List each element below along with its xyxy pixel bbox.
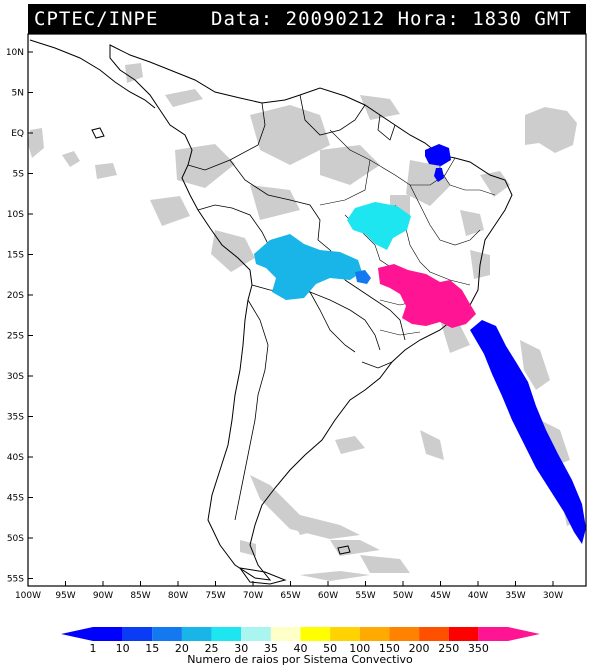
legend-swatch [389,627,420,641]
legend-swatch [270,627,301,641]
lat-label: 10S [7,210,24,220]
south-america-coast [109,44,513,581]
lon-label: 70W [243,591,263,601]
legend-level-label: 40 [294,642,308,655]
lat-label: 40S [7,453,24,463]
lon-label: 75W [205,591,225,601]
legend-swatch [122,627,153,641]
legend-swatch [330,627,360,641]
lat-label: 50S [7,534,24,544]
legend-swatch [241,627,271,641]
lon-label: 40W [468,591,488,601]
legend-swatch [478,627,508,641]
legend-level-label: 150 [379,642,400,655]
legend-swatch [359,627,390,641]
lon-label: 80W [168,591,188,601]
system-southeast-brazil [378,264,476,328]
lon-label: 55W [355,591,375,601]
lat-label: 30S [7,372,24,382]
lon-label: 35W [505,591,525,601]
continent-outline [29,39,513,585]
lat-label: 45S [7,494,24,504]
longitude-axis: 100W 95W 90W 85W 80W 75W 70W 65W 60W 55W 50W 45W 40W… [15,581,563,601]
lat-label: 35S [7,413,24,423]
lon-label: 90W [93,591,113,601]
lat-label: 5S [13,170,25,180]
lat-label: 20S [7,291,24,301]
map-header: CPTEC/INPE Data: 20090212 Hora: 1830 GMT [28,4,586,34]
lon-label: 65W [280,591,300,601]
tierra-del-fuego [238,567,287,585]
system-para-maranhao [425,144,451,182]
color-legend: 1 10 15 20 25 30 35 40 50 100 150 200 250 350 [61,627,540,655]
central-america [29,39,156,109]
legend-level-label: 15 [145,642,159,655]
header-datetime: Data: 20090212 Hora: 1830 GMT [211,8,572,30]
lon-label: 45W [430,591,450,601]
lat-label: 15S [7,251,24,261]
map-frame [27,33,587,587]
legend-swatch [211,627,242,641]
lon-label: 85W [130,591,150,601]
lat-label: 5N [12,89,24,99]
legend-arrow-right [508,627,540,641]
lat-label: 10N [6,48,24,58]
legend-level-label: 20 [175,642,189,655]
lon-label: 95W [55,591,75,601]
caribbean-island [91,127,105,139]
system-mato-grosso [254,234,362,300]
legend-swatch [152,627,182,641]
lon-label: 30W [543,591,563,601]
legend-level-label: 25 [205,642,219,655]
latitude-axis: 10N 5N EQ 5S 10S 15S 20S 25S 30S 35S 40S 45S 50S 55S [6,48,33,585]
legend-swatch [448,627,479,641]
header-source: CPTEC/INPE [34,8,159,30]
lon-label: 100W [15,591,41,601]
lat-label: EQ [11,129,24,139]
legend-level-label: 100 [349,642,370,655]
lon-label: 50W [393,591,413,601]
legend-swatch [93,627,123,641]
legend-level-label: 35 [264,642,278,655]
legend-swatch [300,627,331,641]
legend-swatch [419,627,449,641]
legend-level-label: 200 [409,642,430,655]
legend-swatch [181,627,212,641]
legend-title: Numero de raios por Sistema Convectivo [187,653,413,666]
legend-level-label: 1 [90,642,97,655]
legend-level-label: 30 [234,642,248,655]
convective-systems [254,144,586,544]
legend-level-label: 10 [116,642,130,655]
country-borders [187,94,406,521]
falklands [337,545,351,555]
system-tocantins [347,202,411,250]
legend-level-label: 250 [438,642,459,655]
lat-label: 25S [7,332,24,342]
system-atlantic-front [470,320,586,544]
lat-label: 55S [7,575,24,585]
legend-arrow-left [61,627,93,641]
lon-label: 60W [318,591,338,601]
system-mato-grosso-sul [355,270,371,284]
legend-level-label: 50 [323,642,337,655]
state-borders [319,129,496,336]
legend-level-label: 350 [468,642,489,655]
